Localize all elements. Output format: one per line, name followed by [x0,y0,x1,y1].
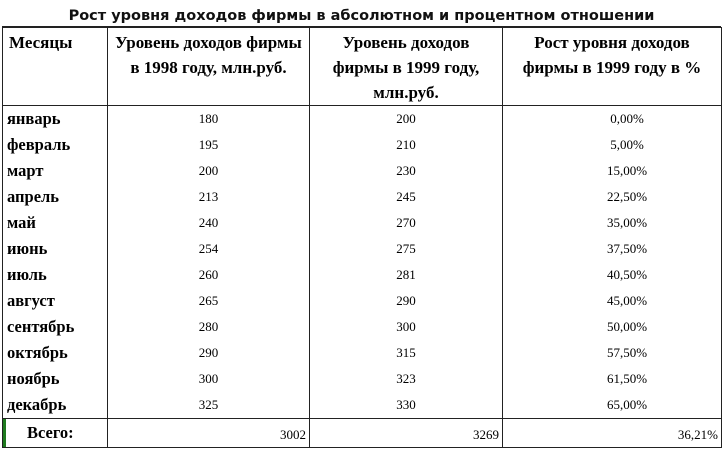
total-label-cell[interactable]: Всего: [2,418,108,448]
month-cell[interactable]: июль [2,262,108,288]
selected-cell-marker [3,419,6,447]
total-row: Всего: 3002 3269 36,21% [2,418,722,448]
growth-cell[interactable]: 37,50% [502,236,722,262]
month-cell[interactable]: май [2,210,108,236]
table-row: январь 180 200 0,00% [2,105,722,132]
month-cell[interactable]: апрель [2,184,108,210]
growth-cell[interactable]: 50,00% [502,314,722,340]
income-1999-cell[interactable]: 200 [309,105,503,132]
table-row: май 240 270 35,00% [2,210,722,236]
header-row: Месяцы Уровень доходов фирмы в 1998 году… [2,27,722,106]
table-row: апрель 213 245 22,50% [2,184,722,210]
income-1998-cell[interactable]: 265 [107,288,310,314]
growth-cell[interactable]: 45,00% [502,288,722,314]
table-row: сентябрь 280 300 50,00% [2,314,722,340]
total-1998-cell[interactable]: 3002 [107,418,310,448]
income-1999-cell[interactable]: 315 [309,340,503,366]
total-growth-cell[interactable]: 36,21% [502,418,722,448]
income-1999-cell[interactable]: 230 [309,158,503,184]
income-1999-cell[interactable]: 330 [309,392,503,419]
income-1999-cell[interactable]: 290 [309,288,503,314]
table-row: ноябрь 300 323 61,50% [2,366,722,392]
growth-cell[interactable]: 35,00% [502,210,722,236]
growth-cell[interactable]: 61,50% [502,366,722,392]
income-1998-cell[interactable]: 260 [107,262,310,288]
header-income-1998[interactable]: Уровень доходов фирмы в 1998 году, млн.р… [107,27,310,106]
month-cell[interactable]: декабрь [2,392,108,419]
income-1999-cell[interactable]: 245 [309,184,503,210]
total-label: Всего: [27,423,74,442]
header-income-1999[interactable]: Уровень доходов фирмы в 1999 году, млн.р… [309,27,503,106]
header-months[interactable]: Месяцы [2,27,108,106]
growth-cell[interactable]: 0,00% [502,105,722,132]
income-1999-cell[interactable]: 210 [309,132,503,158]
table-row: август 265 290 45,00% [2,288,722,314]
income-1998-cell[interactable]: 300 [107,366,310,392]
growth-cell[interactable]: 57,50% [502,340,722,366]
table-row: февраль 195 210 5,00% [2,132,722,158]
income-1999-cell[interactable]: 275 [309,236,503,262]
total-1999-cell[interactable]: 3269 [309,418,503,448]
income-1998-cell[interactable]: 290 [107,340,310,366]
growth-cell[interactable]: 15,00% [502,158,722,184]
month-cell[interactable]: октябрь [2,340,108,366]
income-1998-cell[interactable]: 325 [107,392,310,419]
table-title: Рост уровня доходов фирмы в абсолютном и… [2,5,721,27]
month-cell[interactable]: август [2,288,108,314]
table-row: июнь 254 275 37,50% [2,236,722,262]
table-row: октябрь 290 315 57,50% [2,340,722,366]
month-cell[interactable]: январь [2,105,108,132]
income-1998-cell[interactable]: 200 [107,158,310,184]
table-row: июль 260 281 40,50% [2,262,722,288]
growth-cell[interactable]: 5,00% [502,132,722,158]
spreadsheet: Рост уровня доходов фирмы в абсолютном и… [2,5,722,448]
income-1998-cell[interactable]: 213 [107,184,310,210]
income-1999-cell[interactable]: 270 [309,210,503,236]
month-cell[interactable]: февраль [2,132,108,158]
table-row: март 200 230 15,00% [2,158,722,184]
income-table: Месяцы Уровень доходов фирмы в 1998 году… [2,27,722,448]
table-row: декабрь 325 330 65,00% [2,392,722,419]
table-body: январь 180 200 0,00% февраль 195 210 5,00% март 2… [2,105,722,419]
income-1999-cell[interactable]: 281 [309,262,503,288]
growth-cell[interactable]: 40,50% [502,262,722,288]
month-cell[interactable]: сентябрь [2,314,108,340]
income-1998-cell[interactable]: 280 [107,314,310,340]
income-1998-cell[interactable]: 180 [107,105,310,132]
income-1999-cell[interactable]: 323 [309,366,503,392]
month-cell[interactable]: март [2,158,108,184]
month-cell[interactable]: июнь [2,236,108,262]
income-1998-cell[interactable]: 254 [107,236,310,262]
month-cell[interactable]: ноябрь [2,366,108,392]
income-1999-cell[interactable]: 300 [309,314,503,340]
income-1998-cell[interactable]: 240 [107,210,310,236]
growth-cell[interactable]: 22,50% [502,184,722,210]
income-1998-cell[interactable]: 195 [107,132,310,158]
growth-cell[interactable]: 65,00% [502,392,722,419]
header-growth-1999[interactable]: Рост уровня доходов фирмы в 1999 году в … [502,27,722,106]
